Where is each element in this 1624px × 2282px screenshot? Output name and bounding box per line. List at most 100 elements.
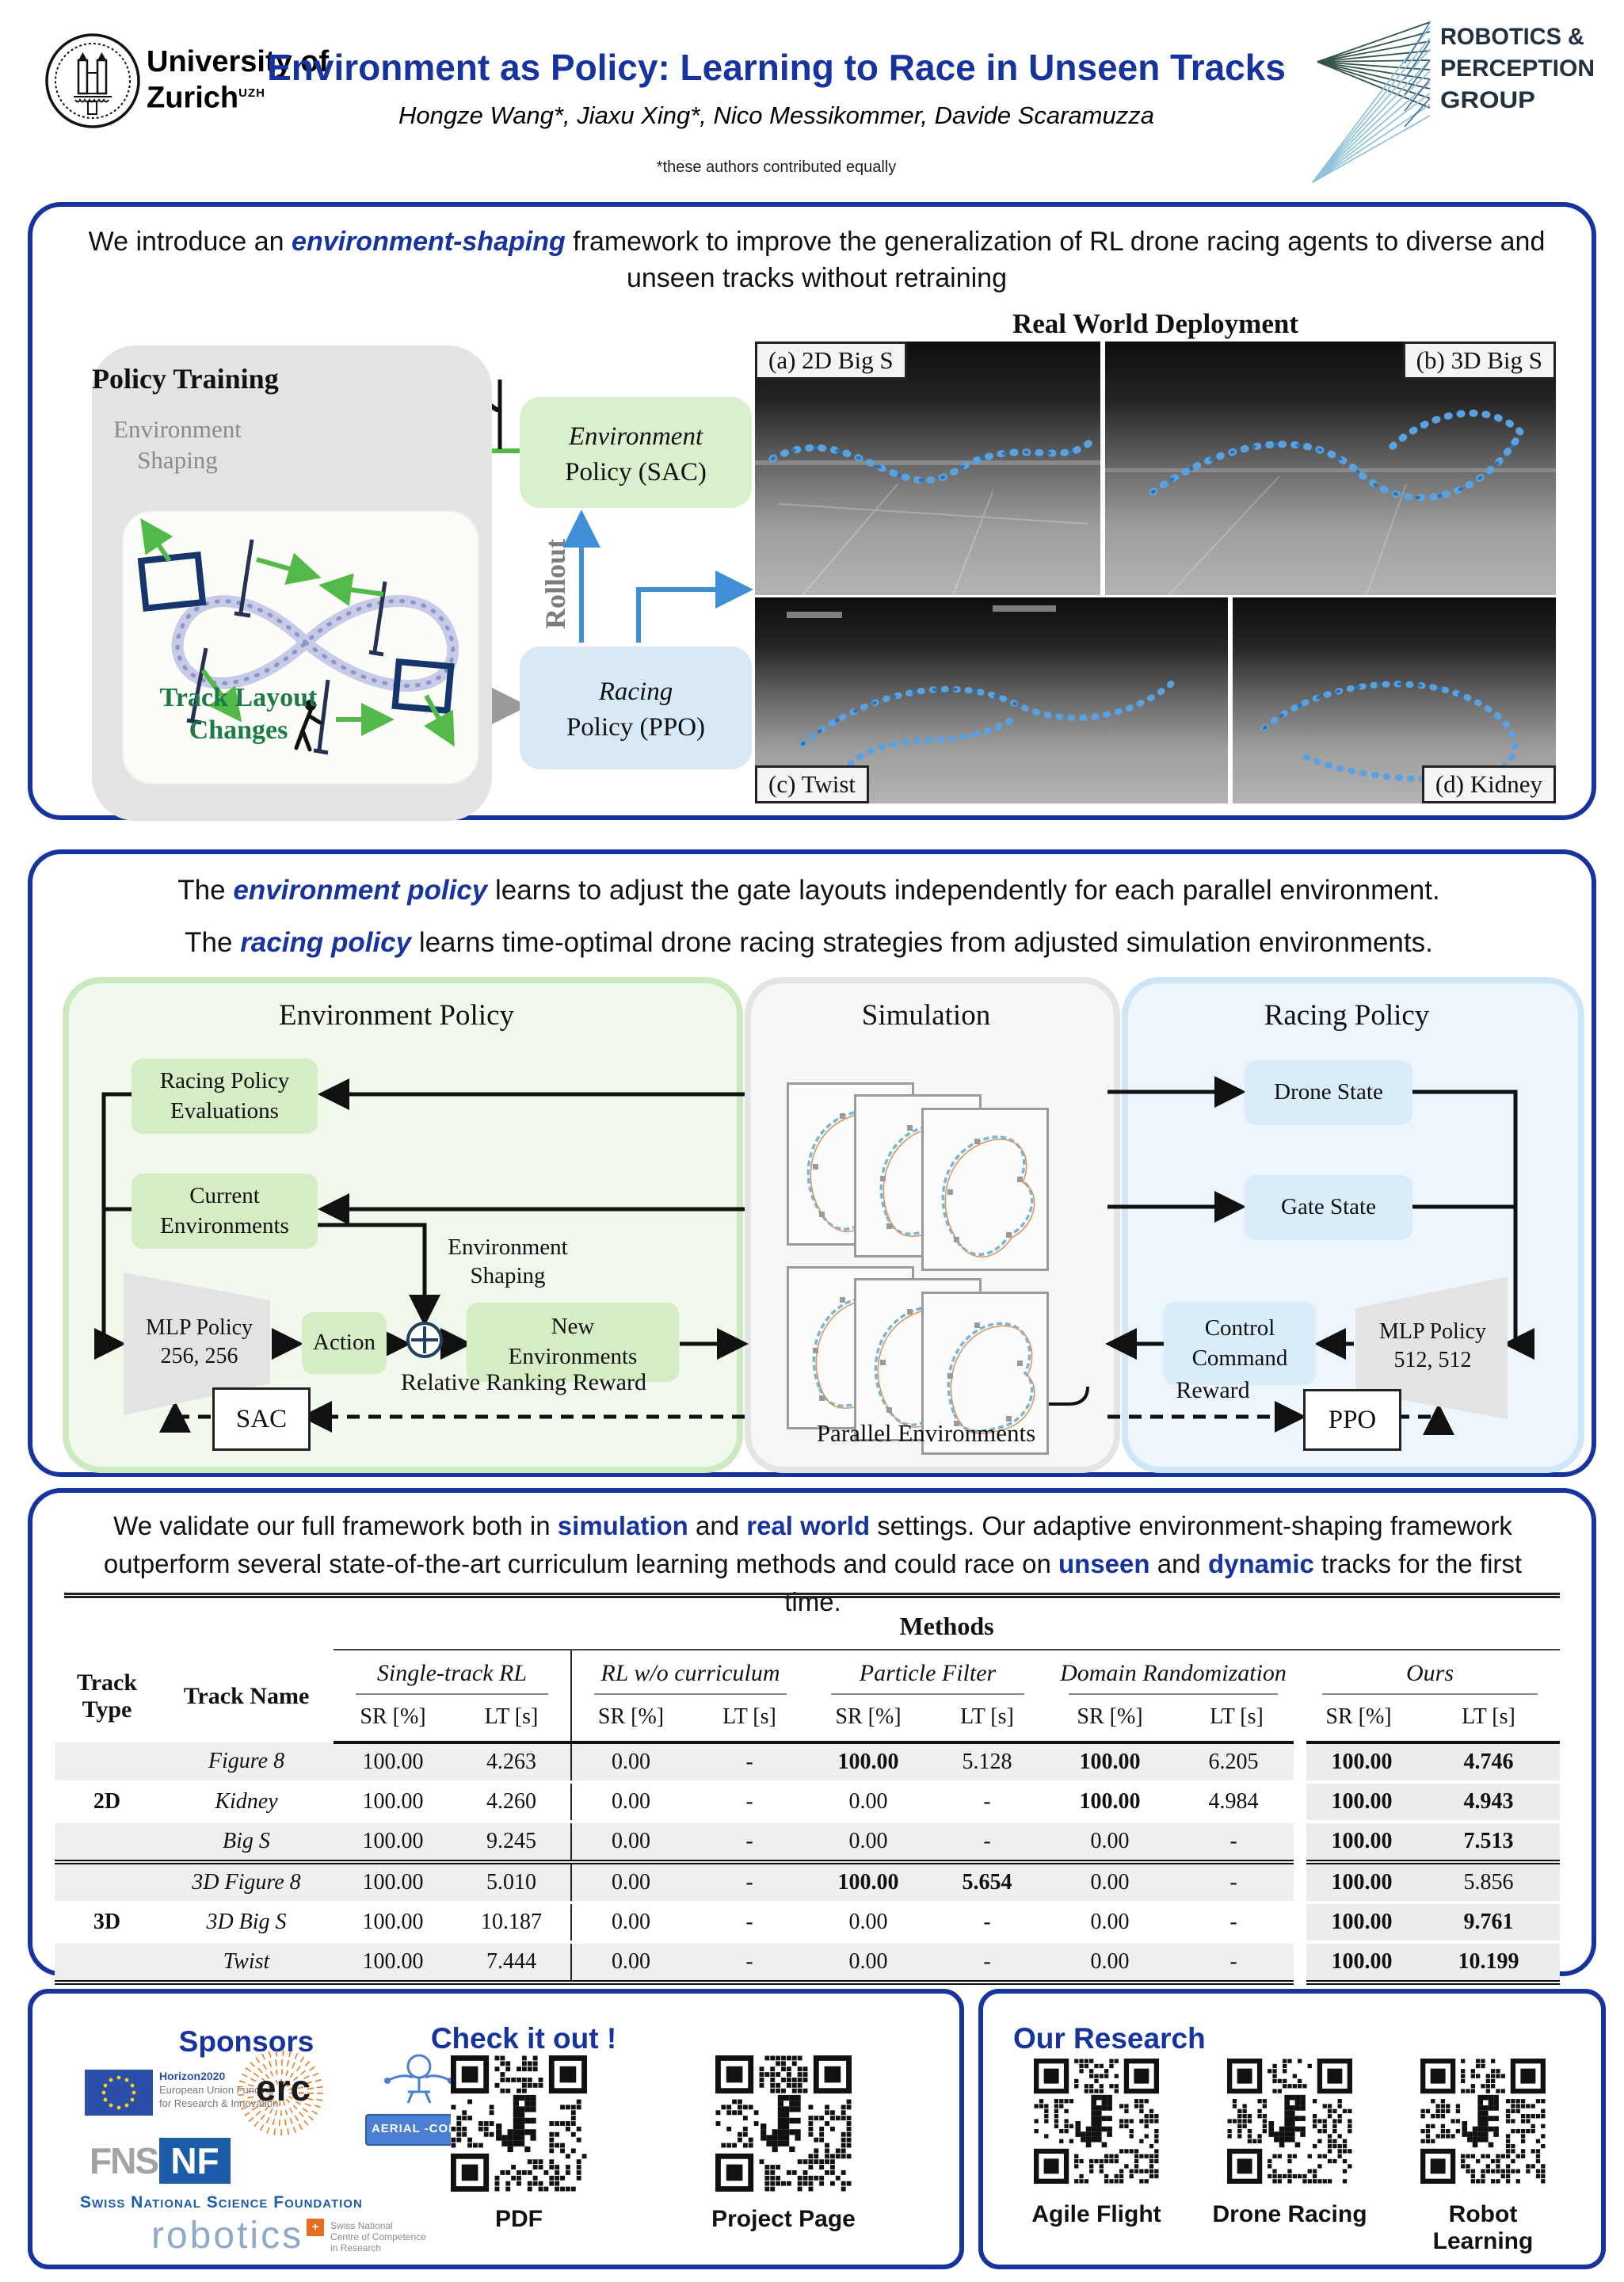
value-cell: 10.187 (452, 1902, 572, 1944)
control-command-box: Control Command (1164, 1302, 1316, 1385)
racing-policy-ppo-box: Racing Policy (PPO) (520, 647, 752, 769)
value-cell: - (690, 1902, 809, 1944)
rollout-label: Rollout (539, 539, 571, 630)
relative-ranking-reward-label: Relative Ranking Reward (401, 1369, 646, 1395)
value-cell: 0.00 (809, 1942, 928, 1985)
sub-header: LT [s] (690, 1695, 809, 1744)
track-layout-box (124, 512, 478, 783)
value-cell: 100.00 (1294, 1782, 1417, 1823)
photo-label: (d) Kidney (1421, 765, 1556, 803)
environment-policy-sac-box: Environment Policy (SAC) (520, 397, 752, 508)
table-row: Figure 8 100.00 4.263 0.00-100.00 5.128 100.0… (55, 1742, 1561, 1784)
table-row: Big S 100.00 9.245 0.00-0.00-0.00-100.00 7.5… (55, 1822, 1561, 1864)
photo-label: (b) 3D Big S (1402, 342, 1556, 380)
parallel-environments-label: Parallel Environments (816, 1419, 1036, 1447)
value-cell: 4.984 (1173, 1782, 1300, 1823)
value-cell: 0.00 (809, 1822, 928, 1864)
table-row: 3D 3D Big S 100.00 10.187 0.00-0.00-0.00-100… (55, 1902, 1561, 1944)
method-group-header: Domain Randomization (1046, 1650, 1300, 1695)
racing-policy-label-2: Policy (PPO) (566, 712, 706, 742)
track-name-cell: Twist (159, 1942, 334, 1985)
qr-agile-flight (1034, 2059, 1159, 2188)
value-cell: 9.761 (1417, 1902, 1561, 1944)
qr-robot-learning (1420, 2059, 1546, 2188)
panel-footer-right: Our Research Agile Flight Drone Racing R… (978, 1989, 1606, 2269)
results-text: We validate our full framework both in s… (103, 1511, 1523, 1616)
photo-2d-big-s: (a) 2D Big S (755, 342, 1100, 595)
value-cell: 0.00 (809, 1782, 928, 1823)
value-cell: 0.00 (1046, 1822, 1173, 1864)
track-name-cell: Big S (159, 1822, 334, 1864)
value-cell: 0.00 (809, 1902, 928, 1944)
qr-project-page-label: Project Page (711, 2206, 856, 2232)
method-text-2: The racing policy learns time-optimal dr… (185, 927, 1433, 958)
qr-agile-flight-label: Agile Flight (1031, 2201, 1161, 2227)
dashed-ppo-to-mlp (1397, 1403, 1454, 1435)
value-cell: 5.128 (928, 1742, 1046, 1784)
value-cell: 4.746 (1417, 1742, 1561, 1784)
env-policy-label-1: Environment (568, 422, 703, 451)
simulation-title: Simulation (861, 999, 991, 1032)
mlp-policy-256-label: MLP Policy 256, 256 (145, 1315, 254, 1369)
panel-results: We validate our full framework both in s… (28, 1488, 1596, 1985)
value-cell: 100.00 (1294, 1742, 1417, 1784)
qr-project-page (715, 2055, 852, 2196)
value-cell: 4.263 (452, 1742, 572, 1784)
mlp-trapezoid-env (124, 1273, 270, 1415)
value-cell: - (690, 1742, 809, 1784)
value-cell: 100.00 (809, 1742, 928, 1784)
track-layout-changes-label: Track Layout Changes (159, 683, 318, 745)
env-policy-title: Environment Policy (279, 999, 514, 1032)
sub-header: LT [s] (928, 1695, 1046, 1744)
value-cell: 0.00 (571, 1822, 690, 1864)
value-cell: 100.00 (334, 1782, 452, 1823)
method-text-1: The environment policy learns to adjust … (177, 875, 1440, 906)
snsf-logo: FNS NF (90, 2138, 231, 2184)
sub-header: LT [s] (1417, 1695, 1561, 1744)
intro-text: We introduce an environment-shaping fram… (88, 227, 1546, 293)
value-cell: 100.00 (1046, 1782, 1173, 1823)
photo-kidney: (d) Kidney (1233, 597, 1556, 803)
value-cell: 7.513 (1417, 1822, 1561, 1864)
results-table-wrap: Methods Track Type Track Name Single-track … (55, 1605, 1569, 1985)
horizon2020-text: Horizon2020 European Union Funding for R… (159, 2070, 279, 2109)
real-world-deployment-title: Real World Deployment (1012, 308, 1298, 339)
snsf-wordmark: Swiss National Science Foundation (80, 2193, 363, 2211)
methods-header: Methods (334, 1605, 1561, 1650)
arrow-rail-to-mlp (94, 1092, 132, 1360)
value-cell: - (690, 1822, 809, 1864)
track-type-header: Track Type (76, 1669, 138, 1723)
value-cell: - (1173, 1902, 1300, 1944)
value-cell: 6.205 (1173, 1742, 1300, 1784)
sub-header: LT [s] (1173, 1695, 1300, 1744)
aerial-core-drone-icon (381, 2051, 457, 2116)
value-cell: - (690, 1942, 809, 1985)
track-name-cell: 3D Figure 8 (159, 1860, 334, 1904)
swiss-cross-icon: + (307, 2219, 325, 2236)
sub-header: SR [%] (809, 1695, 928, 1744)
new-environments-box: New Environments (467, 1303, 679, 1382)
value-cell: 0.00 (1046, 1942, 1173, 1985)
sub-header: SR [%] (1300, 1695, 1417, 1744)
rpg-text-line2: PERCEPTION (1440, 55, 1595, 82)
uzh-seal-icon (45, 33, 140, 128)
sac-box: SAC (212, 1387, 311, 1451)
rpg-text-line1: ROBOTICS & (1440, 24, 1584, 50)
racing-policy-label-1: Racing (598, 677, 673, 706)
check-it-out-title: Check it out ! (430, 2022, 617, 2055)
mlp-policy-512-label: MLP Policy 512, 512 (1378, 1319, 1487, 1373)
qr-drone-racing (1227, 2059, 1352, 2188)
equal-contribution-footnote: *these authors contributed equally (656, 158, 897, 176)
panel-overview: We introduce an environment-shaping fram… (28, 202, 1596, 821)
track-name-cell: 3D Big S (159, 1902, 334, 1944)
value-cell: 100.00 (334, 1942, 452, 1985)
value-cell: 100.00 (1294, 1942, 1417, 1985)
sub-header: LT [s] (452, 1695, 572, 1744)
erc-wordmark: erc (256, 2067, 311, 2108)
value-cell: 100.00 (1294, 1860, 1417, 1904)
qr-pdf (451, 2055, 587, 2196)
method-group-header: Particle Filter (809, 1650, 1046, 1695)
value-cell: 0.00 (571, 1902, 690, 1944)
ppo-box: PPO (1303, 1389, 1401, 1451)
